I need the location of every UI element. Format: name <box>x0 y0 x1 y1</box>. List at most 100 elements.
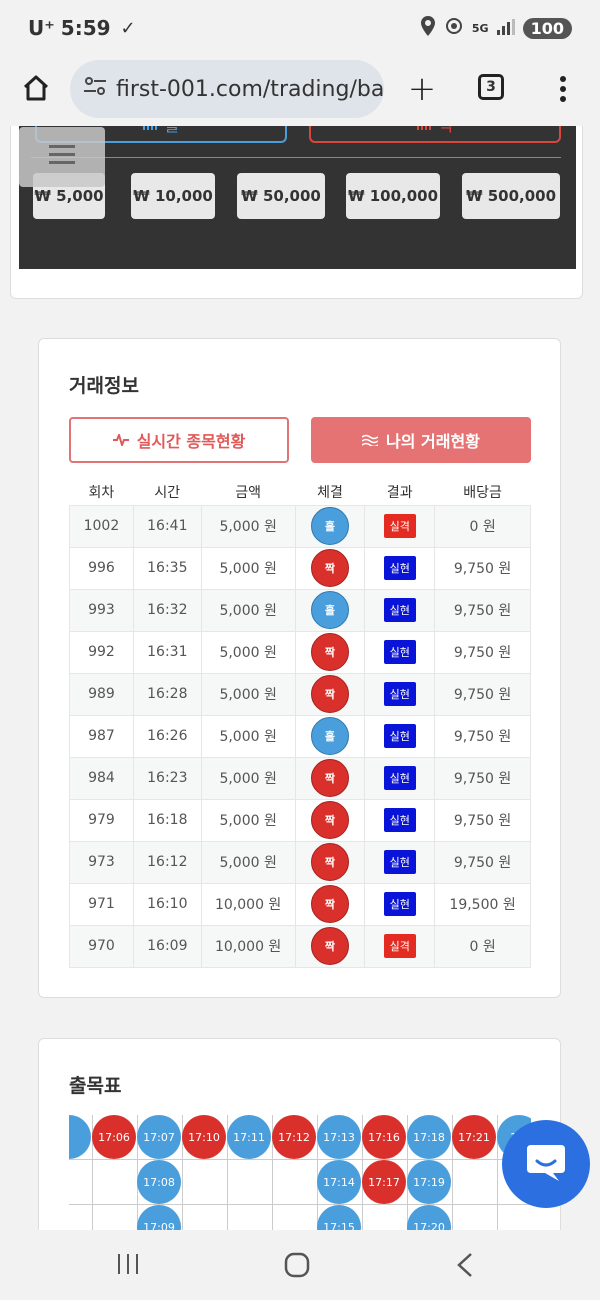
even-button[interactable]: 짝 <box>309 126 561 143</box>
address-bar[interactable]: first-001.com/trading/ba <box>70 60 384 118</box>
time-cell: 16:28 <box>132 672 202 716</box>
pick-cell: 홀 <box>294 504 366 548</box>
table-row: 987 16:26 5,000 원 홀 실현 9,750 원 <box>69 714 531 758</box>
pick-cell: 짝 <box>294 546 366 590</box>
history-ball: 17:20 <box>407 1205 451 1230</box>
grid-line <box>272 1115 273 1230</box>
trade-table: 회차 시간 금액 체결 결과 배당금 1002 16:41 5,000 원 홀 실격 0 … <box>69 479 531 968</box>
round-cell: 971 <box>69 882 134 926</box>
pick-cell: 짝 <box>294 756 366 800</box>
time-cell: 16:41 <box>132 504 202 548</box>
pick-cell: 짝 <box>294 798 366 842</box>
grid-line <box>227 1115 228 1230</box>
history-title: 출목표 <box>69 1075 122 1097</box>
amount-button[interactable]: ₩ 10,000 <box>131 173 215 219</box>
result-badge: 실격 <box>383 934 416 958</box>
back-icon[interactable] <box>456 1252 474 1278</box>
status-bar: U⁺ 5:59 ✓ 5G 100 <box>0 0 600 56</box>
result-cell: 실현 <box>364 672 436 716</box>
url-text: first-001.com/trading/ba <box>116 76 384 102</box>
grid-line <box>497 1115 498 1230</box>
pick-ball: 홀 <box>310 507 349 545</box>
more-menu-icon[interactable] <box>553 72 573 106</box>
grid-line <box>69 1159 531 1160</box>
chat-button[interactable] <box>502 1120 590 1208</box>
history-ball: 17:18 <box>407 1115 451 1159</box>
betting-card: 홀 짝 ₩ 5,000 ₩ 10,000 ₩ 50,000 ₩ 100,000 … <box>10 126 583 299</box>
grid-line <box>317 1115 318 1230</box>
grid-line <box>69 1204 531 1205</box>
pick-ball: 짝 <box>310 843 349 881</box>
tab-mine-label: 나의 거래현황 <box>386 432 480 451</box>
battery-indicator: 100 <box>522 17 572 39</box>
result-badge: 실현 <box>383 598 416 622</box>
round-cell: 993 <box>69 588 134 632</box>
home-nav-icon[interactable] <box>284 1252 310 1278</box>
history-ball: 17:06 <box>92 1115 136 1159</box>
payout-cell: 9,750 원 <box>434 756 531 800</box>
payout-cell: 9,750 원 <box>434 588 531 632</box>
history-ball: 17:07 <box>137 1115 181 1159</box>
history-ball: 17:16 <box>362 1115 406 1159</box>
new-tab-icon[interactable]: + <box>407 69 437 109</box>
grid-line <box>452 1115 453 1230</box>
result-cell: 실현 <box>364 714 436 758</box>
home-icon[interactable] <box>18 70 54 106</box>
pick-ball: 짝 <box>310 675 349 713</box>
payout-cell: 9,750 원 <box>434 714 531 758</box>
chat-icon <box>523 1139 569 1189</box>
chart-bars-icon <box>416 126 431 134</box>
result-cell: 실현 <box>364 840 436 884</box>
recent-apps-icon[interactable] <box>116 1252 140 1276</box>
time-cell: 16:31 <box>132 630 202 674</box>
time-cell: 16:10 <box>132 882 202 926</box>
result-badge: 실현 <box>383 556 416 580</box>
amount-cell: 5,000 원 <box>200 672 296 716</box>
pick-ball: 홀 <box>310 591 349 629</box>
time-cell: 16:23 <box>132 756 202 800</box>
result-badge: 실현 <box>383 766 416 790</box>
pick-ball: 짝 <box>310 633 349 671</box>
result-cell: 실현 <box>364 756 436 800</box>
check-icon: ✓ <box>120 17 136 39</box>
grid-line <box>362 1115 363 1230</box>
browser-toolbar: first-001.com/trading/ba + 3 <box>0 56 600 126</box>
result-badge: 실현 <box>383 808 416 832</box>
header-round: 회차 <box>88 484 115 501</box>
pick-ball: 짝 <box>310 801 349 839</box>
round-cell: 987 <box>69 714 134 758</box>
time-cell: 16:12 <box>132 840 202 884</box>
amount-cell: 5,000 원 <box>200 546 296 590</box>
amount-cell: 5,000 원 <box>200 504 296 548</box>
time-cell: 16:32 <box>132 588 202 632</box>
tab-switcher-button[interactable]: 3 <box>478 74 504 100</box>
amount-button[interactable]: ₩ 500,000 <box>462 173 560 219</box>
amount-button[interactable]: ₩ 50,000 <box>237 173 325 219</box>
signal-icon <box>496 16 515 40</box>
amount-button[interactable]: ₩ 100,000 <box>346 173 440 219</box>
pick-ball: 짝 <box>310 759 349 797</box>
result-badge: 실현 <box>383 724 416 748</box>
tab-live-label: 실시간 종목현황 <box>136 432 246 451</box>
header-payout: 배당금 <box>463 484 502 501</box>
divider <box>31 157 561 158</box>
grid-line <box>182 1115 183 1230</box>
payout-cell: 19,500 원 <box>434 882 531 926</box>
chart-bars-icon <box>142 126 157 134</box>
time-cell: 16:26 <box>132 714 202 758</box>
tab-my-trades[interactable]: 나의 거래현황 <box>311 417 531 463</box>
tab-count: 3 <box>478 74 504 100</box>
table-row: 971 16:10 10,000 원 짝 실현 19,500 원 <box>69 882 531 926</box>
result-cell: 실현 <box>364 546 436 590</box>
amount-cell: 5,000 원 <box>200 798 296 842</box>
amount-cell: 5,000 원 <box>200 630 296 674</box>
tab-live-status[interactable]: 실시간 종목현황 <box>69 417 289 463</box>
history-ball: 17:10 <box>182 1115 226 1159</box>
site-settings-icon[interactable] <box>84 76 106 102</box>
payout-cell: 9,750 원 <box>434 798 531 842</box>
table-row: 984 16:23 5,000 원 짝 실현 9,750 원 <box>69 756 531 800</box>
network-label: 5G <box>471 21 489 35</box>
pulse-icon <box>112 431 129 450</box>
result-badge: 실현 <box>383 850 416 874</box>
menu-toggle-button[interactable] <box>19 127 105 187</box>
